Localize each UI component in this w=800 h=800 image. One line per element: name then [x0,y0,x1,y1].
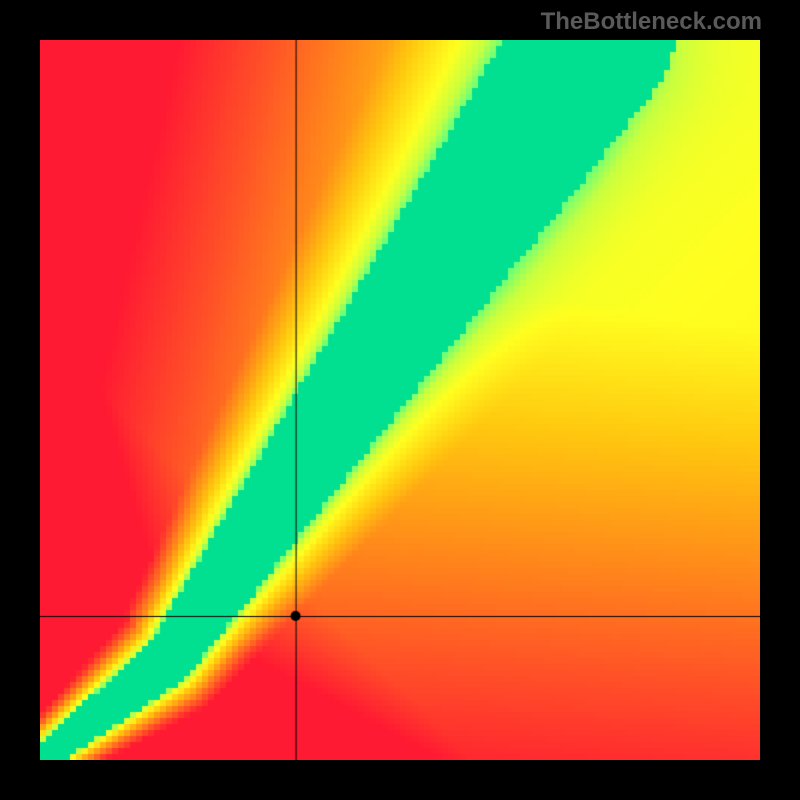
watermark-text: TheBottleneck.com [541,8,762,36]
chart-container: TheBottleneck.com [0,0,800,800]
heatmap-plot [40,40,760,760]
